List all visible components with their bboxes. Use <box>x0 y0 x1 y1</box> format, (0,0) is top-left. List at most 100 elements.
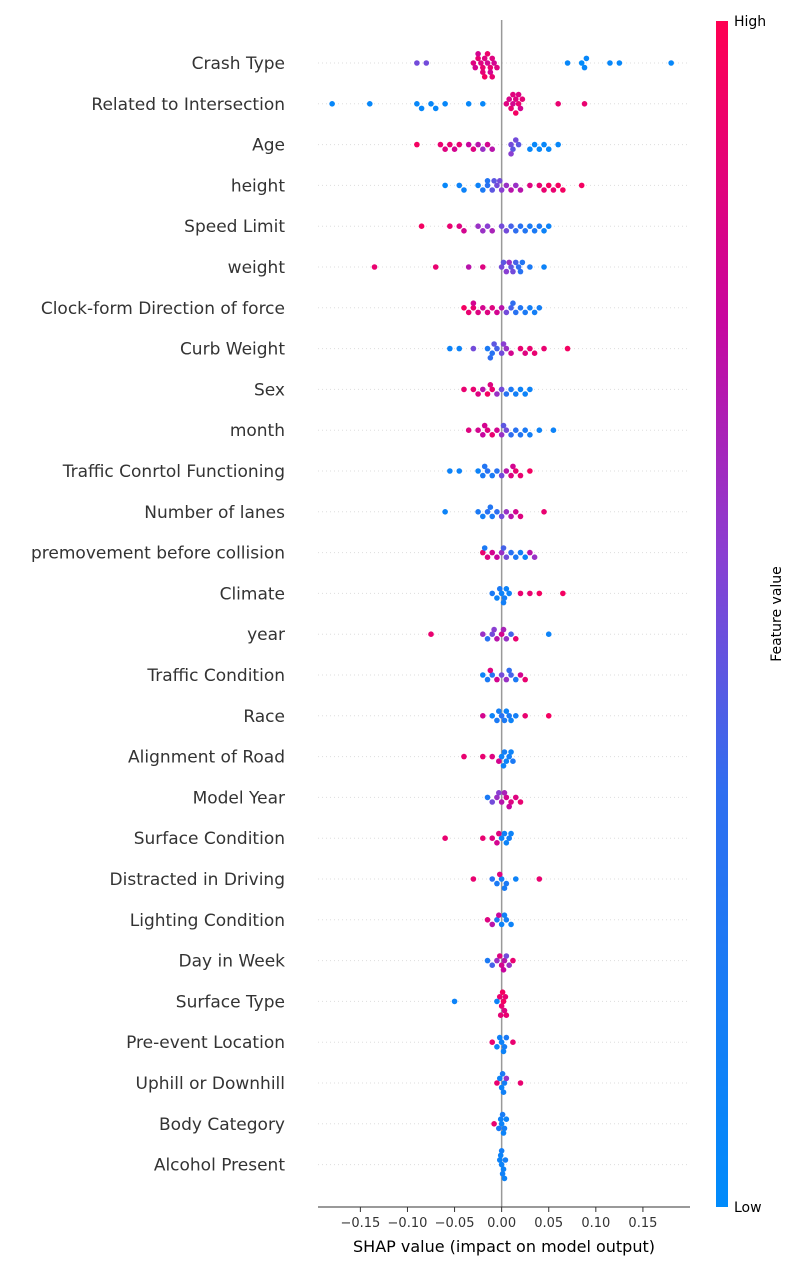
colorbar: High Low Feature value <box>716 14 785 1216</box>
shap-point <box>519 96 526 102</box>
shap-point <box>451 998 458 1005</box>
shap-point <box>475 55 481 62</box>
shap-point <box>371 264 378 270</box>
shap-point <box>550 187 557 193</box>
shap-point <box>497 1012 504 1018</box>
shap-point <box>465 141 472 148</box>
shap-point <box>503 554 510 560</box>
shap-point <box>500 1166 507 1172</box>
shap-point <box>489 146 496 152</box>
shap-point <box>501 912 508 918</box>
colorbar-low-label: Low <box>734 1200 762 1216</box>
shap-point <box>522 676 528 683</box>
shap-point <box>499 1171 506 1177</box>
shap-point <box>489 187 496 193</box>
shap-point <box>494 182 500 189</box>
shap-point <box>456 223 463 229</box>
shap-point <box>451 146 458 152</box>
shap-point <box>432 105 439 112</box>
shap-point <box>480 713 486 719</box>
shap-point <box>489 921 496 928</box>
shap-point <box>541 187 547 193</box>
shap-point <box>503 880 510 887</box>
shap-point <box>496 830 502 837</box>
shap-point <box>498 799 505 805</box>
shap-point <box>555 101 561 107</box>
shap-point <box>502 994 509 1000</box>
shap-point <box>465 309 472 316</box>
shap-point <box>503 468 510 474</box>
feature-label: Race <box>243 707 285 727</box>
shap-point <box>494 309 500 316</box>
shap-point <box>502 1157 509 1163</box>
shap-point <box>515 101 522 107</box>
shap-point <box>496 790 502 796</box>
shap-point <box>494 427 500 434</box>
shap-point <box>496 912 502 918</box>
shap-point <box>578 60 585 66</box>
shap-point <box>503 917 510 923</box>
shap-point <box>500 967 507 973</box>
shap-point <box>491 626 497 633</box>
shap-point <box>501 957 508 964</box>
feature-label: Surface Type <box>176 992 285 1012</box>
shap-point <box>522 350 528 357</box>
shap-point <box>512 554 519 560</box>
shap-point <box>501 595 508 601</box>
shap-point <box>481 545 488 551</box>
shap-point <box>522 228 528 234</box>
shap-point <box>428 631 434 637</box>
shap-point <box>503 345 510 352</box>
shap-point <box>487 667 494 674</box>
shap-point <box>494 345 500 352</box>
shap-point <box>527 345 533 352</box>
shap-point <box>496 1075 503 1082</box>
shap-point <box>498 1084 505 1091</box>
x-tick-label: 0.15 <box>628 1216 657 1231</box>
shap-point <box>607 60 613 66</box>
shap-point <box>498 1039 505 1045</box>
shap-point <box>536 590 543 597</box>
shap-point <box>583 55 590 62</box>
shap-point <box>517 268 524 275</box>
shap-point <box>564 345 571 352</box>
shap-point <box>470 305 477 311</box>
shap-point <box>496 871 503 878</box>
shap-point <box>500 259 507 266</box>
shap-point <box>498 1121 505 1127</box>
shap-point <box>508 921 514 928</box>
shap-point <box>541 264 547 270</box>
feature-label: Alignment of Road <box>128 748 285 768</box>
shap-point <box>496 586 503 592</box>
shap-point <box>461 228 467 234</box>
shap-point <box>461 305 467 311</box>
shap-point <box>499 1071 506 1077</box>
shap-point <box>503 758 510 764</box>
shap-point <box>512 713 519 719</box>
shap-point <box>500 341 507 347</box>
shap-point <box>510 146 516 152</box>
shap-point <box>494 840 500 846</box>
shap-point <box>512 110 519 116</box>
shap-point <box>508 141 514 148</box>
shap-point <box>489 472 496 479</box>
shap-point <box>500 599 507 606</box>
shap-point <box>484 427 491 434</box>
shap-point <box>480 101 486 107</box>
shap-point <box>487 355 494 361</box>
shap-point <box>484 309 491 316</box>
shap-point <box>512 182 519 189</box>
shap-point <box>489 876 496 882</box>
shap-point <box>491 60 497 66</box>
shap-point <box>555 141 561 148</box>
shap-point <box>522 427 528 434</box>
shap-point <box>501 830 508 837</box>
shap-point <box>484 141 491 148</box>
shap-point <box>489 350 496 357</box>
shap-point <box>508 223 514 229</box>
shap-point <box>508 187 514 193</box>
shap-point <box>472 64 479 71</box>
shap-point <box>517 345 524 352</box>
shap-point <box>517 305 524 311</box>
feature-label: Related to Intersection <box>91 95 285 115</box>
